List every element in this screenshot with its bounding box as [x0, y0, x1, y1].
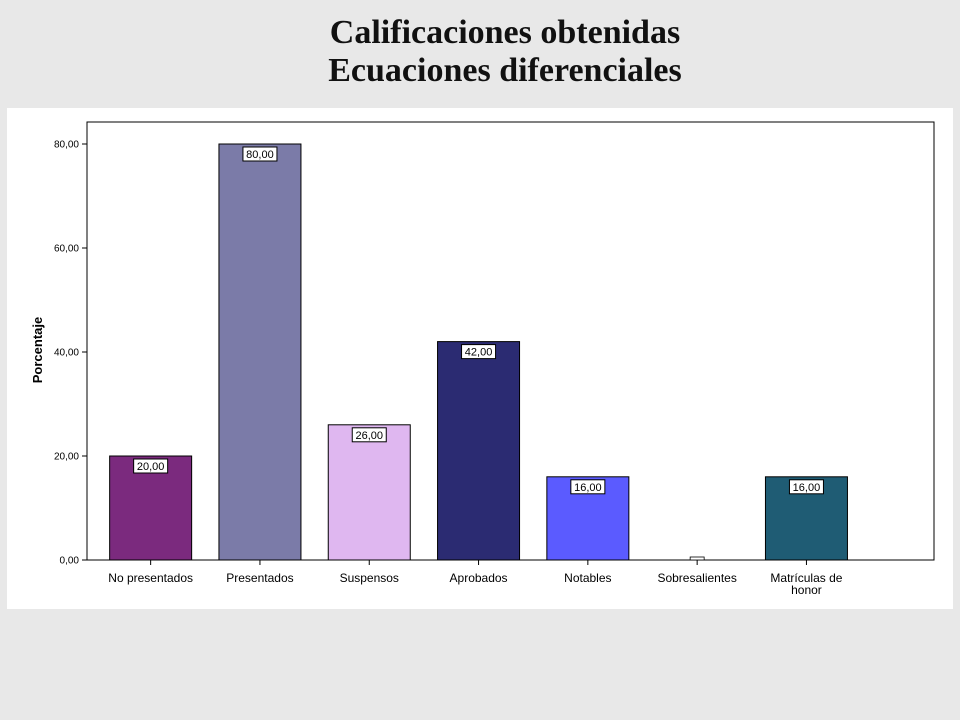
y-tick-label: 20,00 — [54, 452, 79, 463]
x-category-label: No presentados — [108, 571, 193, 585]
value-label-box — [351, 427, 387, 443]
x-category-label: Matrículas de — [770, 571, 842, 585]
value-label-box — [461, 344, 497, 360]
bar-chart: 0,00 20,00 40,00 60,00 80,00 Porcentaje 20,00 N… — [30, 121, 935, 597]
bar — [218, 143, 302, 561]
value-label: 80,00 — [246, 149, 274, 161]
value-label-box — [133, 458, 169, 474]
value-label-box — [788, 479, 824, 495]
y-tick-label: 0,00 — [60, 556, 80, 567]
value-label: 20,00 — [137, 461, 165, 473]
chart-title: Calificaciones obtenidas Ecuaciones dife… — [0, 14, 960, 90]
value-label: 26,00 — [355, 430, 383, 442]
y-tick-label: 60,00 — [54, 244, 79, 255]
chart-panel: 0,00 20,00 40,00 60,00 80,00 Porcentaje 20,00 N… — [7, 108, 953, 609]
value-label-box — [242, 146, 278, 162]
value-label: 16,00 — [574, 482, 602, 494]
x-category-label: Aprobados — [450, 571, 508, 585]
value-label: 16,00 — [793, 482, 821, 494]
bar — [437, 341, 521, 561]
y-axis-title: Porcentaje — [30, 317, 45, 383]
chart-title-line-1: Calificaciones obtenidas — [329, 14, 681, 51]
x-category-label: honor — [791, 583, 822, 597]
value-label-box — [689, 556, 705, 561]
chart-title-line-2: Ecuaciones diferenciales — [328, 52, 682, 89]
x-category-label: Suspensos — [340, 571, 399, 585]
value-label: 42,00 — [465, 347, 493, 359]
y-tick-label: 40,00 — [54, 348, 79, 359]
bar — [109, 455, 193, 561]
y-tick-label: 80,00 — [54, 140, 79, 151]
bar — [327, 424, 411, 561]
x-category-label: Sobresalientes — [657, 571, 736, 585]
bar — [546, 476, 630, 561]
x-category-label: Notables — [564, 571, 611, 585]
value-label-box — [570, 479, 606, 495]
x-category-label: Presentados — [226, 571, 293, 585]
